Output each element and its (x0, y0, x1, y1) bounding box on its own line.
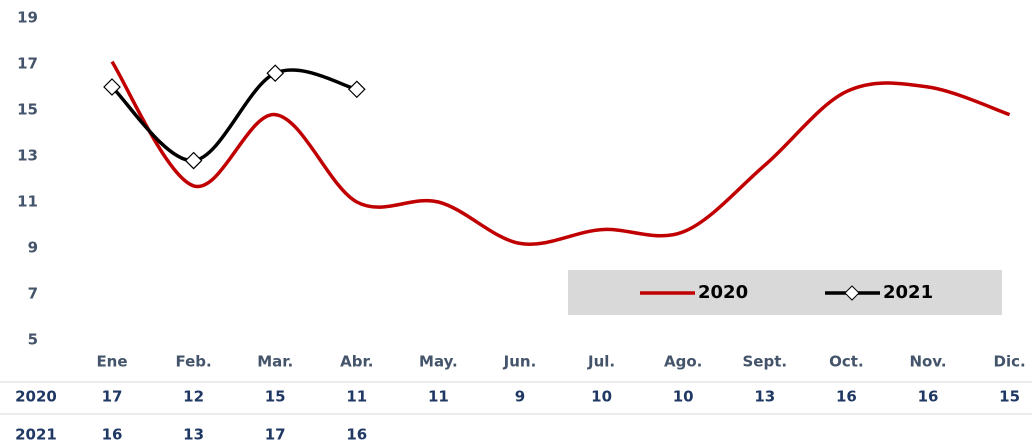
series-line (110, 60, 1011, 246)
table-cell: 17 (102, 388, 123, 406)
table-cell: 16 (836, 388, 857, 406)
y-tick-label: 7 (28, 285, 38, 303)
table-cell: 13 (183, 426, 204, 444)
legend-label: 2020 (698, 282, 748, 303)
y-tick-label: 5 (28, 331, 38, 349)
table-cell: 16 (346, 426, 367, 444)
y-tick-label: 11 (17, 193, 38, 211)
x-tick-label: Nov. (909, 353, 946, 371)
marker (347, 80, 366, 99)
table-cell: 11 (428, 388, 449, 406)
table-cell: 17 (265, 426, 286, 444)
table-cell: 10 (673, 388, 694, 406)
legend-marker (844, 285, 860, 301)
x-tick-label: Abr. (340, 353, 373, 371)
y-tick-label: 19 (17, 9, 38, 27)
table-cell: 10 (591, 388, 612, 406)
marker (266, 64, 285, 83)
x-tick-label: Sept. (743, 353, 788, 371)
table-cell: 9 (515, 388, 525, 406)
legend-label: 2021 (883, 282, 933, 303)
x-tick-label: Feb. (175, 353, 211, 371)
x-tick-label: Ago. (664, 353, 702, 371)
x-tick-label: Oct. (829, 353, 864, 371)
series-line (110, 68, 358, 163)
table-cell: 15 (265, 388, 286, 406)
x-tick-label: Ene (96, 353, 127, 371)
marker (184, 151, 203, 170)
x-tick-label: Dic. (994, 353, 1026, 371)
table-cell: 16 (102, 426, 123, 444)
table-row-label: 2020 (15, 388, 57, 406)
y-tick-label: 17 (17, 55, 38, 73)
table-cell: 16 (918, 388, 939, 406)
table-cell: 12 (183, 388, 204, 406)
y-tick-label: 9 (28, 239, 38, 257)
x-tick-label: Jul. (587, 353, 615, 371)
y-tick-label: 15 (17, 101, 38, 119)
table-row-label: 2021 (15, 426, 57, 444)
table-cell: 15 (999, 388, 1020, 406)
table-cell: 13 (754, 388, 775, 406)
x-tick-label: Jun. (503, 353, 537, 371)
x-tick-label: May. (419, 353, 458, 371)
table-cell: 11 (346, 388, 367, 406)
marker (103, 78, 121, 96)
y-tick-label: 13 (17, 147, 38, 165)
legend-box (568, 270, 1002, 315)
x-tick-label: Mar. (257, 353, 293, 371)
